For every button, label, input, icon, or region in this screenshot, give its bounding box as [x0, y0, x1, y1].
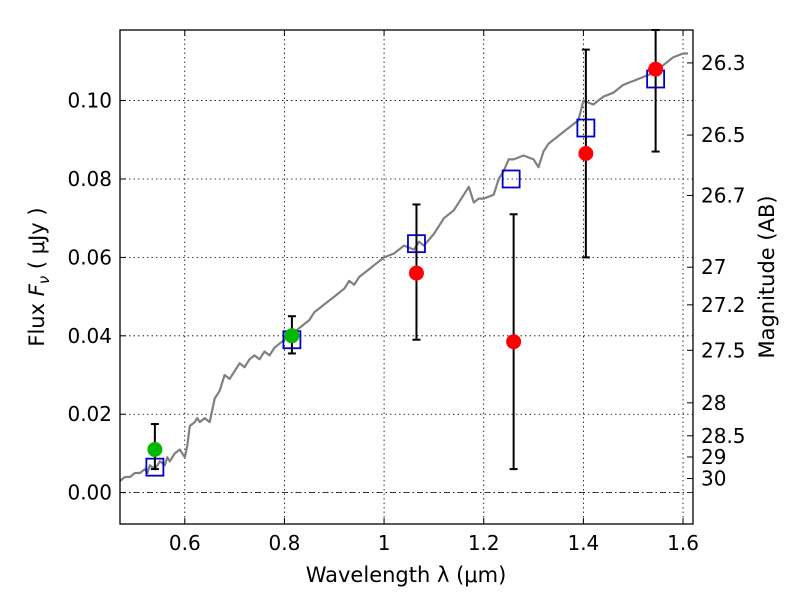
y-axis-label: Flux Fν ( μJy ): [25, 207, 53, 346]
y-tick-label: 0.08: [67, 167, 112, 191]
y2-tick-label: 29: [701, 445, 726, 469]
model-spectrum-line: [119, 52, 688, 482]
y2-tick-label: 26.5: [701, 123, 746, 147]
x-tick-label: 1: [378, 531, 391, 555]
optical-point: [147, 442, 163, 458]
x-tick-label: 1.4: [567, 531, 599, 555]
optical-point: [284, 328, 300, 344]
x-tick-label: 1.6: [667, 531, 699, 555]
y2-tick-label: 30: [701, 467, 726, 491]
x-tick-label: 1.2: [468, 531, 500, 555]
plot-series: [119, 29, 688, 482]
axes: 0.6 0.8 1 1.2 1.4 1.6 0.00 0.02 0.04 0.06 0.08 0.10…: [67, 30, 746, 555]
model-band-square: [501, 169, 521, 189]
y-tick-label: 0.00: [67, 481, 112, 505]
y2-tick-label: 27.5: [701, 338, 746, 362]
y2-tick-label: 27.2: [701, 293, 746, 317]
y-tick-label: 0.10: [67, 89, 112, 113]
y-tick-label: 0.06: [67, 245, 112, 269]
x-axis-label: Wavelength λ (μm): [306, 563, 507, 587]
x-tick-label: 0.8: [269, 531, 301, 555]
y2-tick-label: 26.3: [701, 51, 746, 75]
grid-lines: [120, 30, 693, 524]
x-tick-label: 0.6: [169, 531, 201, 555]
plot-frame: [119, 29, 694, 525]
y-tick-label: 0.04: [67, 324, 112, 348]
y2-tick-label: 26.7: [701, 183, 746, 207]
y2-axis-label: Magnitude (AB): [755, 195, 779, 358]
near-ir-point: [506, 334, 522, 350]
y2-tick-label: 28.5: [701, 424, 746, 448]
near-ir-point: [648, 61, 664, 77]
y2-tick-label: 28: [701, 391, 726, 415]
near-ir-point: [578, 146, 594, 161]
near-ir-point: [408, 265, 424, 281]
y-axis-label-symbol: F: [25, 283, 49, 296]
y-axis-label-subscript: ν: [35, 276, 53, 284]
y-tick-label: 0.02: [67, 402, 112, 426]
y-axis-label-prefix: Flux: [25, 296, 49, 346]
y-axis-label-suffix: ( μJy ): [25, 207, 49, 275]
y2-tick-label: 27: [701, 255, 726, 279]
